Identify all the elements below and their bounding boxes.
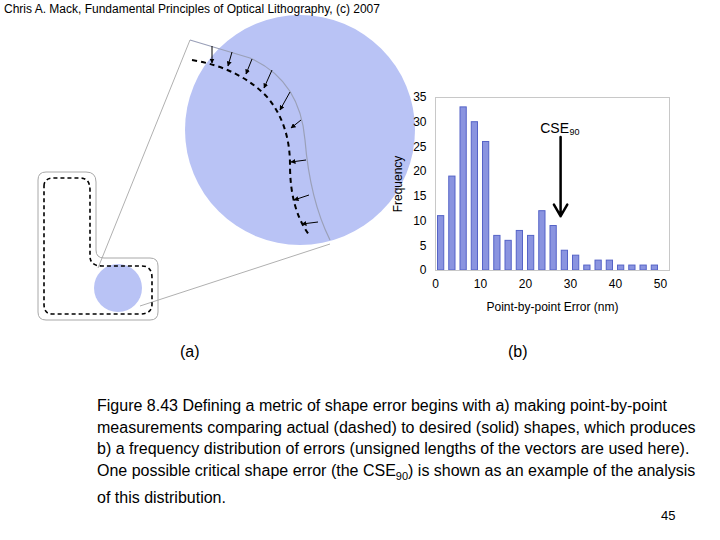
svg-text:40: 40 xyxy=(609,277,623,291)
svg-text:Frequency: Frequency xyxy=(391,156,405,213)
svg-text:90: 90 xyxy=(570,127,580,137)
svg-text:50: 50 xyxy=(654,277,668,291)
html-text:(a): (a) xyxy=(180,343,200,360)
svg-text:CSE: CSE xyxy=(540,120,569,136)
svg-text:35: 35 xyxy=(413,90,427,104)
svg-text:30: 30 xyxy=(564,277,578,291)
svg-text:Point-by-point Error (nm): Point-by-point Error (nm) xyxy=(486,300,618,314)
html-text:Figure 8.43 Defining a metric: Figure 8.43 Defining a metric of shape e… xyxy=(97,397,696,507)
svg-text:20: 20 xyxy=(413,164,427,178)
svg-text:5: 5 xyxy=(420,239,427,253)
html-text:45: 45 xyxy=(661,508,676,523)
svg-text:10: 10 xyxy=(474,277,488,291)
svg-text:10: 10 xyxy=(413,214,427,228)
svg-text:30: 30 xyxy=(413,115,427,129)
html-text:Chris A. Mack, Fundamental Pri: Chris A. Mack, Fundamental Principles of… xyxy=(4,2,380,16)
svg-text:25: 25 xyxy=(413,140,427,154)
svg-text:20: 20 xyxy=(519,277,533,291)
svg-text:15: 15 xyxy=(413,189,427,203)
svg-text:0: 0 xyxy=(432,277,439,291)
html-text:(b): (b) xyxy=(508,343,528,360)
svg-text:0: 0 xyxy=(420,263,427,277)
